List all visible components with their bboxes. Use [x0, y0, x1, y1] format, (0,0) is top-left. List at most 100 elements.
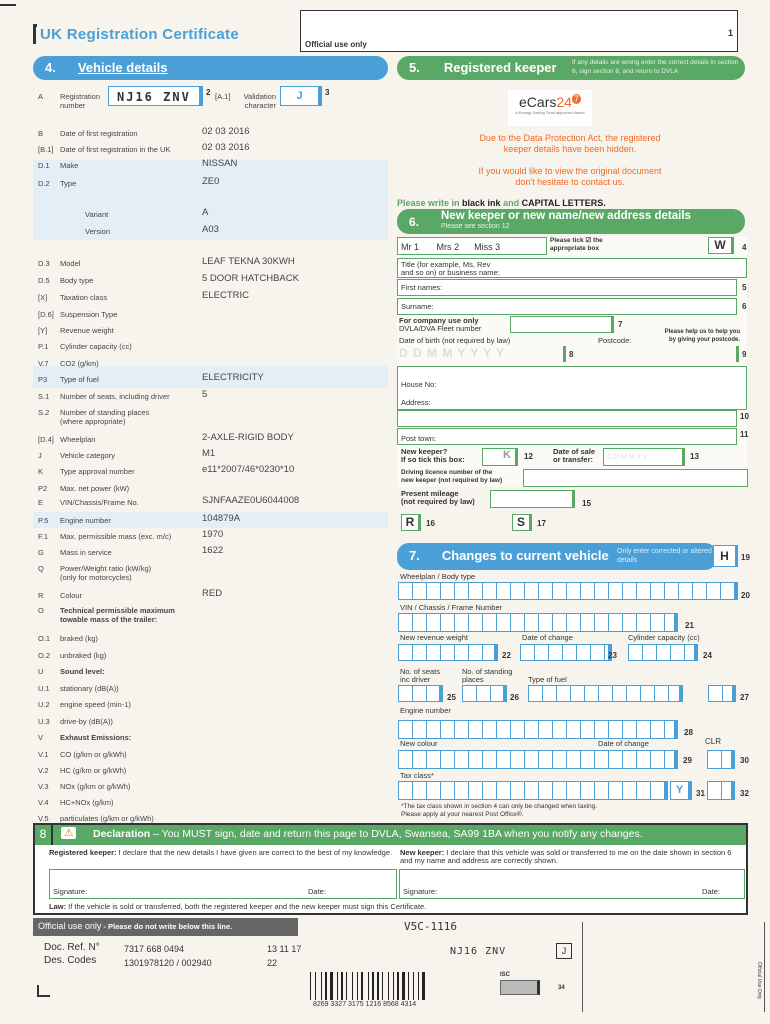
- box-number: 24: [703, 651, 712, 660]
- field-value: 5: [202, 389, 208, 400]
- licence-number-input[interactable]: [523, 469, 748, 487]
- box-number: 19: [741, 553, 750, 562]
- field-label: CO (g/km or g/kWh): [60, 750, 127, 759]
- engine-number-input[interactable]: [398, 720, 678, 739]
- field-label: Date of change: [598, 739, 649, 748]
- barcode-bar: [312, 972, 314, 1000]
- barcode-bar: [352, 972, 353, 1000]
- field-value: RED: [202, 588, 223, 599]
- address-box[interactable]: House No: Address:: [397, 366, 747, 410]
- field-value: A03: [202, 224, 219, 235]
- box-number: 29: [683, 756, 692, 765]
- title-input[interactable]: Title (for example, Ms, Rev and so on) o…: [397, 258, 747, 278]
- fuel-input[interactable]: [528, 685, 683, 702]
- box-number: 12: [524, 452, 533, 461]
- barcode-bar: [380, 972, 381, 1000]
- field-label: Exhaust Emissions:: [60, 733, 132, 742]
- box-number: 7: [618, 320, 623, 329]
- date-sale-input[interactable]: D D M M Y Y: [603, 448, 685, 466]
- field-value: e11*2007/46*0230*10: [202, 464, 295, 475]
- clr-input[interactable]: [707, 750, 735, 769]
- title-tick-boxes[interactable]: Mr 1 Mrs 2 Miss 3: [397, 237, 547, 255]
- field-key: V.2: [38, 766, 49, 775]
- field-label: Wheelplan: [60, 435, 96, 444]
- date-sale-label: Date of sale or transfer:: [553, 447, 596, 464]
- official-use-banner: Official use only - Please do not write …: [33, 918, 298, 936]
- date-change-input[interactable]: [520, 644, 612, 661]
- field-key: G: [38, 548, 44, 557]
- barcode-bar: [377, 972, 379, 1000]
- field-label: No. of seats inc driver: [400, 667, 441, 684]
- box-number: 30: [740, 756, 749, 765]
- barcode-bar: [420, 972, 421, 1000]
- barcode-bar: [388, 972, 389, 1000]
- field-key: V.1: [38, 750, 49, 759]
- cylinder-input[interactable]: [628, 644, 698, 661]
- field-label: No. of standing places: [462, 667, 513, 684]
- mileage-input[interactable]: [490, 490, 575, 508]
- barcode-bar: [310, 972, 311, 1000]
- fleet-number-input[interactable]: [510, 316, 614, 333]
- corner-bracket: [37, 985, 50, 997]
- address-line-input[interactable]: [397, 410, 737, 427]
- field-value: M1: [202, 448, 216, 459]
- registered-keeper-signature-box[interactable]: Signature: Date:: [49, 869, 397, 899]
- field-label: NOx (g/km or g/kWh): [60, 782, 131, 791]
- postcode-label: Postcode:: [598, 336, 632, 345]
- box-number: 31: [696, 789, 705, 798]
- revenue-weight-input[interactable]: [398, 644, 498, 661]
- box-number: 23: [608, 651, 617, 660]
- barcode-bar: [330, 972, 333, 1000]
- tint: [33, 512, 388, 528]
- new-keeper-checkbox[interactable]: K: [482, 448, 518, 466]
- post-town-input[interactable]: Post town:: [397, 428, 737, 445]
- field-label: Date of first registration in the UK: [60, 145, 171, 154]
- box-h: H: [713, 545, 738, 567]
- field-key: D.2: [38, 179, 50, 188]
- tick-note: Please tick ☑ the appropriate box: [550, 237, 603, 252]
- first-names-input[interactable]: First names:: [397, 279, 737, 296]
- dob-input[interactable]: D D M M Y Y Y Y: [399, 346, 506, 360]
- vin-input[interactable]: [398, 613, 678, 632]
- field-key: O.2: [38, 651, 51, 660]
- field-label: New revenue weight: [400, 633, 468, 642]
- wheelplan-input[interactable]: [398, 582, 738, 600]
- barcode-bar: [395, 972, 396, 1000]
- section-number: 5.: [409, 60, 420, 75]
- tax-footnote: *The tax class shown in section 4 can on…: [401, 803, 598, 818]
- box-number: 22: [502, 651, 511, 660]
- barcode-bar: [372, 972, 374, 1000]
- field-label: Cylinder capacity (cc): [628, 633, 700, 642]
- field-label: Max. permissible mass (exc. m/c): [60, 532, 172, 541]
- box-27-input[interactable]: [708, 685, 736, 702]
- field-key: O: [38, 606, 44, 615]
- seats-input[interactable]: [398, 685, 443, 702]
- field-key: P2: [38, 484, 48, 493]
- isc-label: ISC: [500, 972, 511, 978]
- field-label: Body type: [60, 276, 94, 285]
- barcode-bar: [344, 972, 345, 1000]
- field-label: VIN / Chassis / Frame Number: [400, 603, 503, 612]
- barcode-bar: [418, 972, 419, 1000]
- barcode-bar: [323, 972, 324, 1000]
- new-keeper-signature-box[interactable]: Signature: Date:: [399, 869, 745, 899]
- barcode-bar: [339, 972, 340, 1000]
- barcode-bar: [370, 972, 371, 1000]
- standing-input[interactable]: [462, 685, 507, 702]
- colour-input[interactable]: [398, 750, 678, 769]
- field-value: LEAF TEKNA 30KWH: [202, 256, 295, 267]
- field-key: S.1: [38, 392, 50, 401]
- tax-class-input[interactable]: [398, 781, 668, 800]
- field-value: NISSAN: [202, 158, 238, 169]
- barcode-bar: [413, 972, 414, 1000]
- field-label: CLR: [705, 737, 722, 746]
- field-value: ZE0: [202, 176, 220, 187]
- box-32-input[interactable]: [707, 781, 735, 800]
- box-number: 21: [685, 621, 694, 630]
- box-w: W: [708, 237, 734, 254]
- field-value: 2-AXLE-RIGID BODY: [202, 432, 294, 443]
- surname-input[interactable]: Surname:: [397, 298, 737, 315]
- field-label: stationary (dB(A)): [60, 684, 119, 693]
- box-s: S: [512, 514, 532, 531]
- barcode-bar: [315, 972, 316, 1000]
